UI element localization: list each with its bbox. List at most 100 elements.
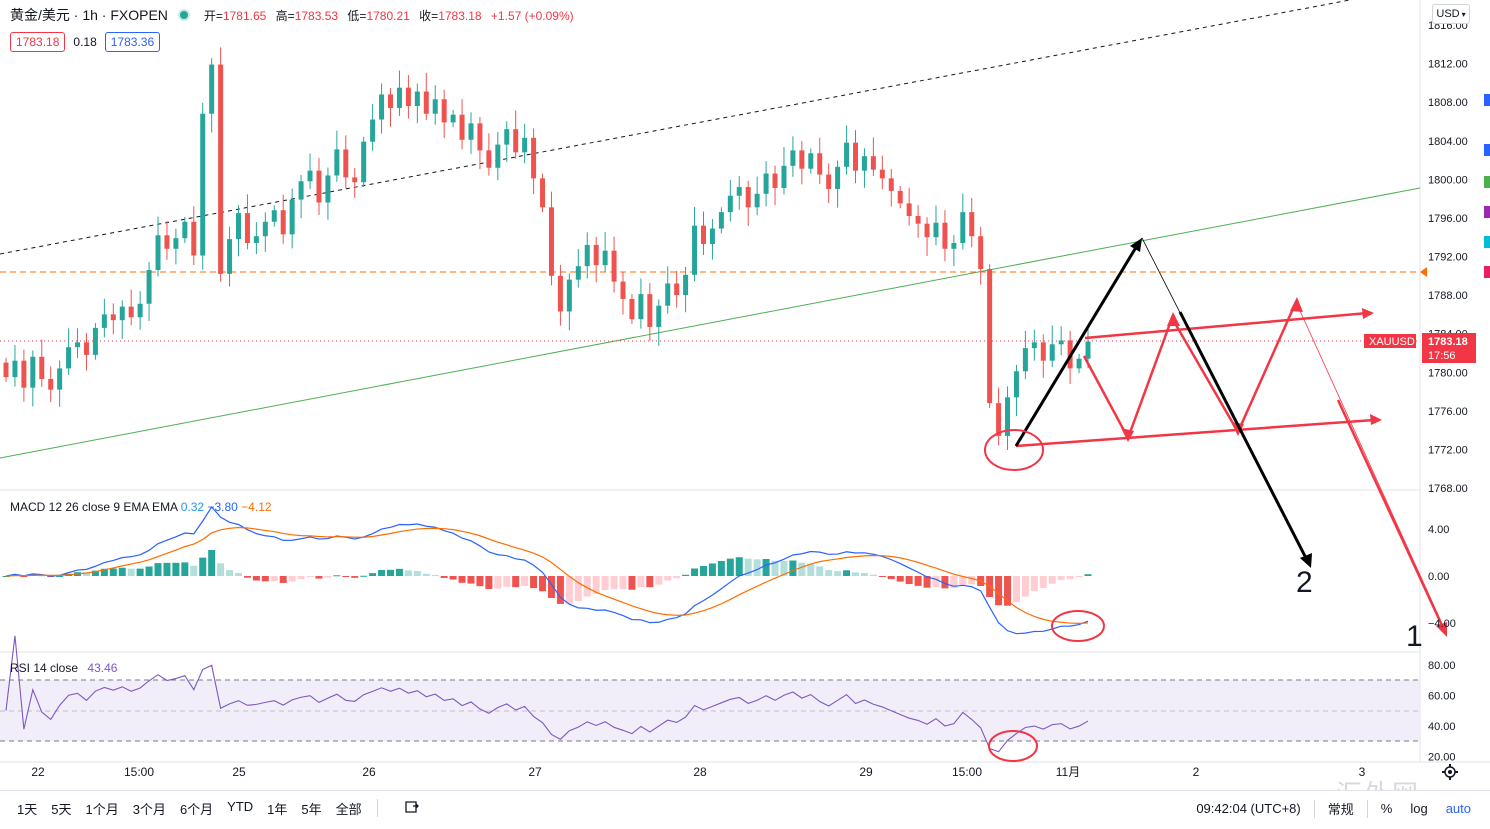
- candle-body: [1005, 397, 1011, 436]
- macd-histogram-bar: [261, 576, 269, 582]
- green-trendline[interactable]: [0, 187, 1421, 459]
- time-axis[interactable]: 22 15:00 25 26 27 28 29 15:00 11月 2 3: [31, 765, 1365, 779]
- candle-body: [1058, 340, 1064, 345]
- macd-legend[interactable]: MACD 12 26 close 9 EMA EMA 0.32 −3.80 −4…: [10, 500, 272, 514]
- arrowhead: [1130, 238, 1142, 252]
- candle-body: [924, 223, 930, 238]
- auto-scale-button[interactable]: auto: [1445, 801, 1471, 816]
- candle-body: [200, 113, 206, 256]
- candle-body: [280, 210, 286, 235]
- buy-button[interactable]: 1783.36: [104, 32, 161, 52]
- calendar-strip-icon[interactable]: [1484, 266, 1490, 278]
- macd-histogram-bar: [234, 572, 242, 576]
- macd-axis[interactable]: 4.00 0.00 −4.00: [1428, 524, 1456, 630]
- symbol-price-tag: XAUUSD: [1369, 336, 1415, 348]
- macd-histogram-bar: [539, 576, 547, 592]
- log-scale-button[interactable]: log: [1410, 801, 1428, 816]
- candle-body: [531, 137, 537, 179]
- macd-histogram-bar: [1075, 576, 1083, 578]
- rsi-circle-marker[interactable]: [988, 730, 1038, 762]
- rsi-axis[interactable]: 80.00 60.00 40.00 20.00: [1428, 660, 1456, 764]
- candle-body: [325, 175, 331, 203]
- macd-histogram-bar: [288, 576, 296, 582]
- candle-body: [110, 314, 116, 321]
- range-button[interactable]: 5年: [301, 802, 322, 817]
- red-down-arrow-line[interactable]: [1336, 399, 1447, 633]
- price-axis[interactable]: 1816.001812.001808.001804.001800.001796.…: [1428, 20, 1468, 495]
- candle-body: [906, 203, 912, 216]
- candle-body: [1022, 348, 1028, 372]
- black-down-arrow-line[interactable]: [1178, 311, 1310, 563]
- macd-histogram-bar: [476, 576, 484, 587]
- label-1: 1: [1406, 620, 1423, 653]
- red-channel-top-line[interactable]: [1084, 311, 1369, 340]
- candle-body: [495, 144, 501, 168]
- range-button[interactable]: 1天: [17, 802, 38, 817]
- symbol-legend[interactable]: 黄金/美元 · 1h · FXOPEN 开=1781.65 高=1783.53 …: [10, 5, 580, 25]
- alerts-icon[interactable]: [1484, 176, 1490, 188]
- macd-histogram-bar: [798, 562, 806, 576]
- upper-dashed-trendline[interactable]: [0, 0, 1351, 255]
- macd-histogram-bar: [646, 576, 654, 588]
- macd-histogram-bar: [950, 576, 958, 589]
- macd-circle-marker[interactable]: [1051, 610, 1105, 642]
- macd-histogram-bar: [834, 571, 842, 576]
- object-tree-icon[interactable]: [1484, 94, 1490, 106]
- watchlist-icon[interactable]: [1484, 144, 1490, 156]
- news-icon[interactable]: [1484, 236, 1490, 248]
- forecast-drawings[interactable]: 2 1: [984, 237, 1447, 762]
- macd-histogram-bar: [342, 576, 350, 577]
- calendar-icon[interactable]: [404, 800, 420, 814]
- macd-histogram-bar: [82, 572, 90, 576]
- chart-canvas[interactable]: 2 1 1816.001812.001808.001804.001800.001…: [0, 0, 1490, 790]
- range-button[interactable]: 1年: [267, 802, 288, 817]
- macd-histogram-bar: [825, 570, 833, 576]
- open-label: 开=: [203, 8, 223, 23]
- time-tick-label: 22: [31, 765, 45, 779]
- candle-body: [817, 153, 823, 175]
- macd-histogram-bar: [395, 568, 403, 576]
- percent-scale-button[interactable]: %: [1380, 801, 1393, 816]
- open-value: 1781.65: [222, 8, 267, 23]
- gear-icon[interactable]: [1442, 764, 1458, 780]
- rsi-legend[interactable]: RSI 14 close 43.46: [10, 661, 117, 675]
- candle-body: [191, 221, 197, 256]
- divider: [1366, 799, 1368, 818]
- time-tick-label: 29: [859, 765, 873, 779]
- candle-body: [405, 87, 411, 107]
- candle-body: [656, 305, 662, 327]
- clock-display[interactable]: 09:42:04 (UTC+8): [1196, 801, 1301, 816]
- candle-body: [334, 149, 340, 176]
- range-button[interactable]: YTD: [227, 799, 254, 814]
- currency-selector[interactable]: USD ▾: [1432, 4, 1470, 24]
- candlestick-series: [3, 47, 1091, 450]
- range-button[interactable]: 6个月: [179, 802, 214, 817]
- candle-body: [441, 99, 447, 123]
- macd-histogram-bar: [404, 570, 412, 576]
- range-button[interactable]: 1个月: [85, 802, 119, 817]
- ideas-icon[interactable]: [1484, 206, 1490, 218]
- candle-body: [101, 314, 107, 328]
- session-button[interactable]: 常规: [1327, 802, 1354, 817]
- low-circle-marker[interactable]: [984, 429, 1044, 471]
- range-button[interactable]: 5天: [51, 802, 72, 817]
- macd-histogram-bar: [780, 560, 788, 576]
- range-button[interactable]: 全部: [335, 802, 362, 817]
- candle-body: [674, 283, 680, 296]
- macd-histogram-bar: [2, 576, 10, 577]
- rsi-tick-label: 20.00: [1428, 751, 1456, 763]
- macd-histogram-bar: [530, 576, 538, 589]
- symbol-title[interactable]: 黄金/美元 · 1h · FXOPEN: [10, 7, 168, 23]
- candle-body: [75, 342, 81, 348]
- range-button[interactable]: 3个月: [132, 802, 166, 817]
- change-value: +1.57 (+0.09%): [490, 8, 574, 23]
- macd-histogram-bar: [637, 576, 645, 588]
- red-channel-bottom-line[interactable]: [1015, 418, 1375, 448]
- sell-button[interactable]: 1783.18: [10, 32, 66, 52]
- macd-histogram-bar: [735, 557, 743, 576]
- candle-body: [48, 379, 54, 390]
- candle-body: [423, 91, 429, 114]
- candle-body: [602, 250, 608, 266]
- candle-body: [30, 356, 36, 388]
